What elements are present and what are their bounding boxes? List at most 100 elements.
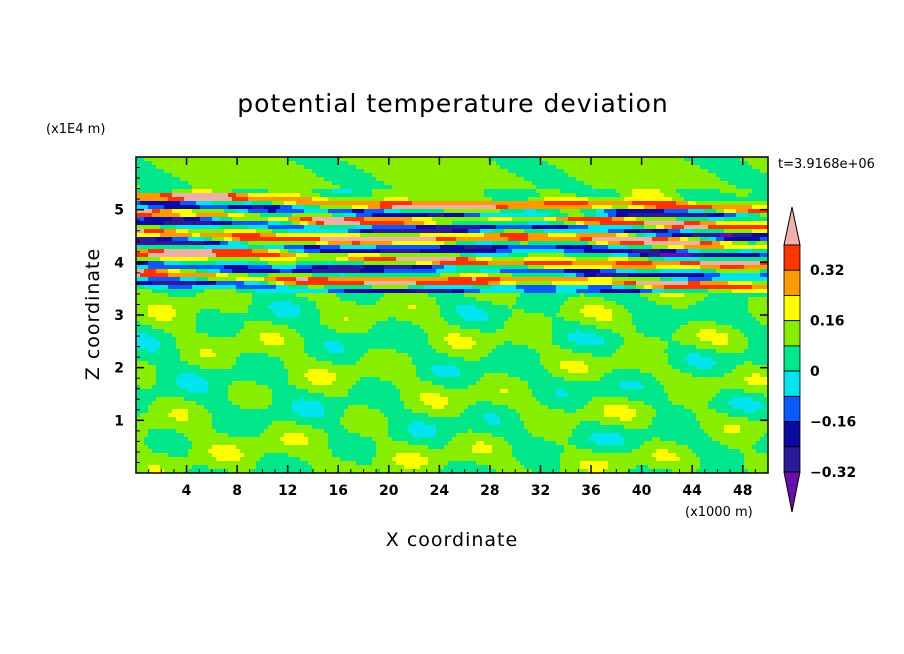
- field-cell: [752, 165, 768, 170]
- field-cell: [476, 241, 492, 246]
- field-cell: [724, 429, 740, 434]
- field-cell: [604, 305, 624, 310]
- field-cell: [472, 449, 492, 454]
- field-cell: [684, 197, 768, 202]
- field-cell: [328, 241, 352, 246]
- field-cell: [404, 221, 424, 226]
- field-cell: [664, 389, 720, 394]
- field-cell: [736, 193, 748, 198]
- field-cell: [316, 173, 372, 178]
- field-cell: [620, 345, 668, 350]
- field-cell: [720, 389, 744, 394]
- field-cell: [668, 449, 692, 454]
- field-cell: [660, 269, 700, 274]
- field-cell: [736, 185, 768, 190]
- field-cell: [308, 285, 324, 290]
- field-cell: [328, 209, 352, 214]
- field-cell: [328, 197, 384, 202]
- field-cell: [288, 217, 300, 222]
- field-cell: [372, 193, 484, 198]
- field-cell: [752, 249, 768, 254]
- field-cell: [644, 385, 664, 390]
- y-axis-label: Z coordinate: [82, 248, 104, 380]
- field-cell: [432, 365, 456, 370]
- field-cell: [448, 441, 476, 446]
- field-cell: [136, 253, 148, 258]
- field-cell: [156, 237, 172, 242]
- field-cell: [328, 441, 376, 446]
- field-cell: [544, 365, 560, 370]
- field-cell: [672, 197, 684, 202]
- field-cell: [392, 381, 432, 386]
- field-cell: [136, 265, 148, 270]
- field-cell: [432, 261, 440, 266]
- field-cell: [660, 249, 676, 254]
- field-cell: [400, 393, 420, 398]
- field-cell: [612, 317, 632, 322]
- field-cell: [448, 461, 476, 466]
- field-cell: [676, 217, 708, 222]
- y-axis-ticks: 1 2 3 4 5: [114, 167, 768, 463]
- field-cell: [192, 445, 212, 450]
- field-cell: [688, 281, 700, 286]
- field-cell: [160, 209, 172, 214]
- field-cell: [152, 289, 204, 294]
- field-cell: [664, 257, 700, 262]
- field-cell: [620, 433, 708, 438]
- field-cell: [136, 233, 160, 238]
- field-cell: [272, 309, 300, 314]
- field-cell: [416, 369, 432, 374]
- field-cell: [332, 181, 384, 186]
- field-cell: [328, 437, 372, 442]
- field-cell: [520, 461, 560, 466]
- field-cell: [732, 241, 748, 246]
- field-cell: [344, 409, 380, 414]
- field-cell: [384, 181, 532, 186]
- field-cell: [672, 333, 696, 338]
- field-cell: [716, 173, 768, 178]
- field-cell: [172, 217, 184, 222]
- field-cell: [752, 205, 768, 210]
- field-cell: [340, 421, 388, 426]
- field-cell: [196, 277, 208, 282]
- field-cell: [324, 429, 348, 434]
- field-cell: [488, 273, 512, 278]
- field-cell: [316, 357, 360, 362]
- field-cell: [764, 433, 768, 438]
- field-cell: [320, 401, 404, 406]
- field-cell: [248, 193, 300, 198]
- field-cell: [748, 469, 768, 473]
- field-cell: [200, 205, 228, 210]
- field-cell: [668, 361, 688, 366]
- field-cell: [140, 413, 168, 418]
- field-cell: [288, 157, 340, 162]
- field-cell: [688, 445, 728, 450]
- field-cell: [252, 301, 272, 306]
- field-cell: [168, 197, 184, 202]
- field-cell: [280, 253, 296, 258]
- field-cell: [280, 221, 292, 226]
- field-cell: [448, 401, 476, 406]
- field-cell: [724, 237, 760, 242]
- field-cell: [536, 349, 572, 354]
- field-cell: [160, 233, 192, 238]
- field-cell: [668, 341, 680, 346]
- field-cell: [760, 169, 768, 174]
- field-cell: [748, 341, 768, 346]
- field-cell: [488, 217, 512, 222]
- field-cell: [584, 293, 640, 298]
- field-cell: [416, 281, 488, 286]
- field-cell: [604, 413, 636, 418]
- field-cell: [708, 289, 732, 294]
- field-cell: [564, 317, 596, 322]
- field-cell: [668, 237, 680, 242]
- field-cell: [452, 345, 472, 350]
- field-cell: [720, 189, 752, 194]
- field-cell: [580, 421, 600, 426]
- field-cell: [612, 205, 628, 210]
- field-cell: [136, 349, 148, 354]
- field-cell: [576, 257, 608, 262]
- field-cell: [148, 205, 164, 210]
- field-cell: [376, 321, 412, 326]
- field-cell: [656, 205, 712, 210]
